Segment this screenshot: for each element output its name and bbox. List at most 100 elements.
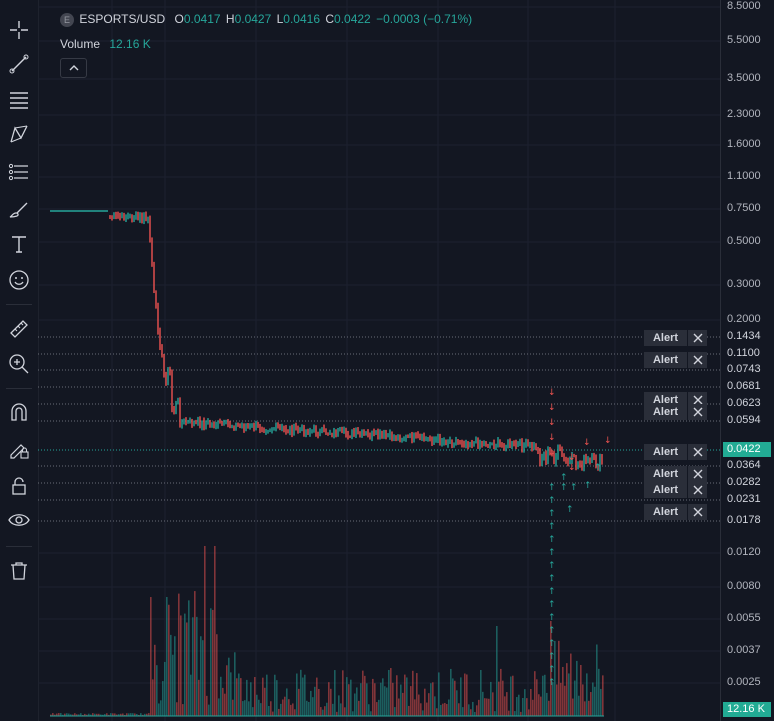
- close-icon: [693, 485, 702, 495]
- alert-button[interactable]: Alert: [644, 444, 687, 460]
- price-axis[interactable]: 8.5000 5.5000 3.5000 2.3000 1.6000 1.1000 0.75…: [720, 0, 774, 721]
- text-tool[interactable]: [5, 230, 33, 258]
- svg-text:↑: ↑: [548, 496, 556, 506]
- symbol-name[interactable]: ESPORTS/USD: [79, 12, 166, 26]
- close-icon: [693, 447, 702, 457]
- price-tick-label: 0.0120: [727, 546, 761, 558]
- high-label: H: [225, 12, 235, 26]
- price-chart[interactable]: ↓↓↓↓↓ ↓↓↓ ↓↑↑↑↑↑↑↑↑↑↑↑↑↑↑↑↑↑↑ ↑↑↑↑: [38, 0, 720, 721]
- alert-lines: [38, 336, 720, 522]
- trend-line-tool[interactable]: [5, 50, 33, 78]
- price-tick-label: 0.5000: [727, 235, 761, 247]
- close-icon: [693, 395, 702, 405]
- price-tick-label: 0.0025: [727, 676, 761, 688]
- brush-tool[interactable]: [5, 195, 33, 223]
- svg-text:↑: ↑: [548, 652, 556, 662]
- alert-price-label[interactable]: 0.0594: [723, 413, 771, 428]
- svg-text:↑: ↑: [548, 587, 556, 597]
- toolbar-separator: [6, 546, 32, 547]
- svg-text:↑: ↑: [548, 535, 556, 545]
- horizontal-lines-tool[interactable]: [5, 85, 33, 113]
- magnet-tool[interactable]: [5, 398, 33, 426]
- low-label: L: [276, 12, 284, 26]
- volume-value: 12.16 K: [109, 37, 151, 51]
- change-value: −0.0003 (−0.71%): [376, 12, 473, 26]
- fib-tool[interactable]: [5, 158, 33, 186]
- remove-alert-button[interactable]: [688, 504, 707, 520]
- chevron-up-icon: [69, 65, 78, 71]
- svg-text:↓: ↓: [568, 453, 576, 463]
- svg-text:↑: ↑: [548, 639, 556, 649]
- price-tick-label: 3.5000: [727, 72, 761, 84]
- remove-alert-button[interactable]: [688, 444, 707, 460]
- alert-button[interactable]: Alert: [644, 466, 687, 482]
- alert-price-label[interactable]: 0.0282: [723, 475, 771, 490]
- ruler-tool[interactable]: [5, 315, 33, 343]
- svg-text:↑: ↑: [548, 678, 556, 688]
- alert-price-label[interactable]: 0.1434: [723, 329, 771, 344]
- price-tick-label: 1.1000: [727, 170, 761, 182]
- lock-drawing-tool[interactable]: [5, 435, 33, 463]
- drawing-toolbar: [0, 0, 39, 721]
- close-icon: [693, 469, 702, 479]
- remove-alert-button[interactable]: [688, 352, 707, 368]
- alert-price-label[interactable]: 0.0681: [723, 379, 771, 394]
- close-icon: [693, 355, 702, 365]
- alert-price-label[interactable]: 0.0743: [723, 362, 771, 377]
- alert-price-label[interactable]: 0.1100: [723, 346, 771, 361]
- ruler-icon: [10, 320, 28, 338]
- alert-price-label[interactable]: 0.0364: [723, 458, 771, 473]
- svg-text:↑: ↑: [548, 574, 556, 584]
- volume-legend: Volume 12.16 K: [60, 37, 151, 51]
- svg-text:↓: ↓: [568, 463, 576, 473]
- svg-text:↓: ↓: [548, 448, 556, 458]
- remove-drawings-tool[interactable]: [5, 557, 33, 585]
- symbol-logo-icon: E: [60, 12, 74, 27]
- toolbar-separator: [6, 388, 32, 389]
- alert-button[interactable]: Alert: [644, 330, 687, 346]
- alert-button[interactable]: Alert: [644, 404, 687, 420]
- zoom-in-tool[interactable]: [5, 350, 33, 378]
- price-tick-label: 1.6000: [727, 138, 761, 150]
- svg-text:↑: ↑: [570, 483, 578, 493]
- grid: [38, 0, 720, 721]
- alert-button[interactable]: Alert: [644, 482, 687, 498]
- remove-alert-button[interactable]: [688, 482, 707, 498]
- pattern-icon: [10, 125, 28, 143]
- alert-price-label[interactable]: 0.0623: [723, 396, 771, 411]
- svg-text:↓: ↓: [548, 433, 556, 443]
- svg-text:↓: ↓: [604, 436, 612, 446]
- price-tick-label: 0.0080: [727, 580, 761, 592]
- horizontal-lines-icon: [10, 92, 28, 109]
- price-tick-label: 8.5000: [727, 0, 761, 12]
- visibility-tool[interactable]: [5, 506, 33, 534]
- lock-tool[interactable]: [5, 472, 33, 500]
- alert-price-label[interactable]: 0.0178: [723, 513, 771, 528]
- emoji-tool[interactable]: [5, 266, 33, 294]
- crosshair-tool[interactable]: [5, 16, 33, 44]
- pattern-tool[interactable]: [5, 120, 33, 148]
- svg-text:↑: ↑: [548, 548, 556, 558]
- volume-bars: [50, 546, 604, 717]
- svg-text:↑: ↑: [548, 665, 556, 675]
- svg-text:↑: ↑: [548, 600, 556, 610]
- lock-drawing-icon: [10, 444, 29, 459]
- collapse-legend-button[interactable]: [60, 58, 87, 78]
- close-icon: [693, 407, 702, 417]
- close-label: C: [325, 12, 335, 26]
- alert-button[interactable]: Alert: [644, 352, 687, 368]
- svg-text:↑: ↑: [566, 505, 574, 515]
- trash-icon: [11, 562, 27, 580]
- alert-price-label[interactable]: 0.0231: [723, 492, 771, 507]
- price-tick-label: 0.0055: [727, 612, 761, 624]
- trade-markers: ↓↓↓↓↓ ↓↓↓ ↓↑↑↑↑↑↑↑↑↑↑↑↑↑↑↑↑↑↑ ↑↑↑↑: [548, 388, 612, 688]
- current-price-label: 0.0422: [723, 442, 771, 457]
- remove-alert-button[interactable]: [688, 466, 707, 482]
- remove-alert-button[interactable]: [688, 330, 707, 346]
- svg-text:↑: ↑: [548, 613, 556, 623]
- svg-text:↑: ↑: [548, 626, 556, 636]
- svg-text:↓: ↓: [548, 403, 556, 413]
- alert-button[interactable]: Alert: [644, 504, 687, 520]
- price-tick-label: 0.2000: [727, 313, 761, 325]
- remove-alert-button[interactable]: [688, 404, 707, 420]
